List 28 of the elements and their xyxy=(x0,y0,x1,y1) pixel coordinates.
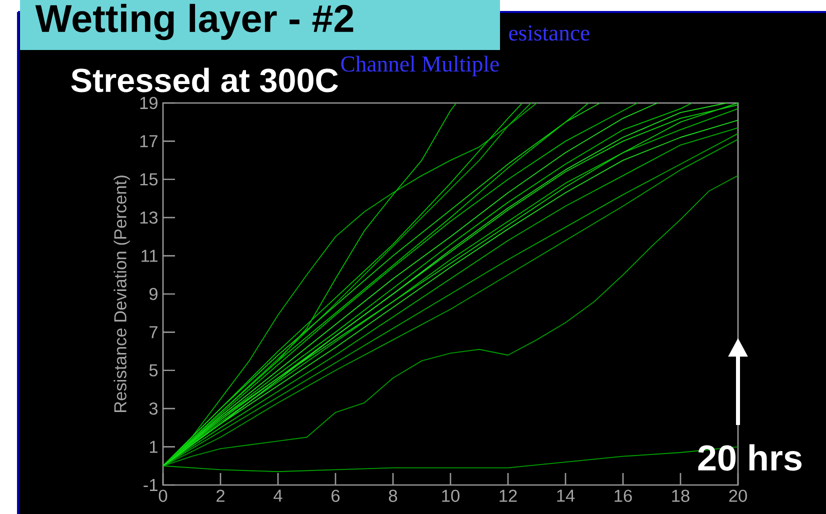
y-tick-label: 11 xyxy=(142,250,158,262)
x-tick-label: 6 xyxy=(332,490,340,502)
x-tick-label: 20 xyxy=(729,490,747,502)
y-tick-label: 19 xyxy=(140,96,158,110)
text: esistance xyxy=(509,25,590,41)
x-tick-label: 18 xyxy=(672,490,690,502)
annotation: 20 hrs xyxy=(698,444,802,471)
y-axis-title: Resistance Deviation (Percent) xyxy=(114,176,130,412)
y-tick-label: 7 xyxy=(150,326,158,338)
y-tick-label: 13 xyxy=(140,211,158,224)
chart-title: Wetting layer - #2 xyxy=(35,4,354,40)
x-tick-label: 2 xyxy=(216,490,224,502)
chart-subtitle: Stressed at 300C xyxy=(71,68,338,92)
y-tick-label: 3 xyxy=(149,402,158,415)
x-tick-label: 4 xyxy=(274,490,282,502)
y-tick-label: 17 xyxy=(140,135,158,148)
x-tick-label: 8 xyxy=(388,490,398,502)
x-tick-label: 14 xyxy=(557,490,575,502)
x-tick-label: 0 xyxy=(158,490,168,502)
x-tick-label: 10 xyxy=(442,490,460,502)
text: Channel Multiple xyxy=(341,56,499,76)
x-tick-label: 12 xyxy=(500,490,517,502)
y-tick-label: 1 xyxy=(150,440,158,453)
y-tick-label: 15 xyxy=(140,173,158,186)
x-tick-label: 16 xyxy=(614,490,632,502)
y-tick-label: 9 xyxy=(149,288,158,300)
y-tick-label: 5 xyxy=(149,364,158,376)
y-tick-label: -1 xyxy=(144,479,158,491)
